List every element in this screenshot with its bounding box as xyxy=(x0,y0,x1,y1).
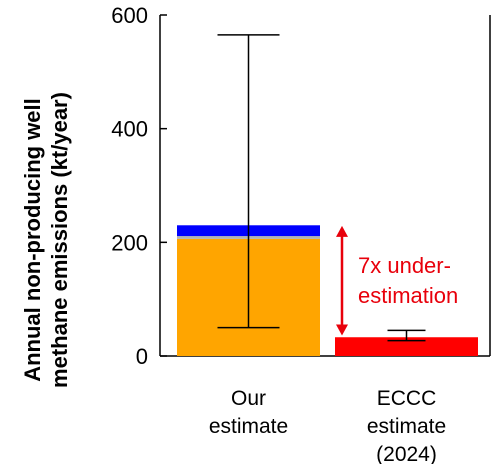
error-bars-group xyxy=(217,34,426,342)
x-category-label: Our xyxy=(231,387,266,410)
annotation-text-line: estimation xyxy=(358,283,458,308)
y-axis-label: Annual non-producing wellmethane emissio… xyxy=(20,92,72,388)
y-axis-label-line: methane emissions (kt/year) xyxy=(47,92,72,388)
x-category-label: estimate xyxy=(209,415,288,438)
annotation-arrow-head-bottom xyxy=(336,324,348,336)
y-tick-label: 200 xyxy=(111,230,148,255)
annotation-group: 7x under-estimation xyxy=(336,225,458,336)
x-category-label: ECCC xyxy=(377,387,437,410)
annotation-text-line: 7x under- xyxy=(358,253,451,278)
y-axis-label-line: Annual non-producing well xyxy=(20,98,45,382)
x-category-label: (2024) xyxy=(376,443,437,464)
plot-area: 7x under-estimation xyxy=(159,15,491,357)
bar-segment xyxy=(335,337,478,356)
annotation-arrow-head-top xyxy=(336,225,348,237)
y-tick-label: 0 xyxy=(136,344,148,369)
x-category-label: estimate xyxy=(367,415,446,438)
y-tick-labels: 0 200 400 600 xyxy=(111,3,148,369)
y-tick-label: 600 xyxy=(111,3,148,28)
x-category-labels: Our estimate ECCC estimate (2024) xyxy=(209,387,446,464)
y-tick-label: 400 xyxy=(111,117,148,142)
